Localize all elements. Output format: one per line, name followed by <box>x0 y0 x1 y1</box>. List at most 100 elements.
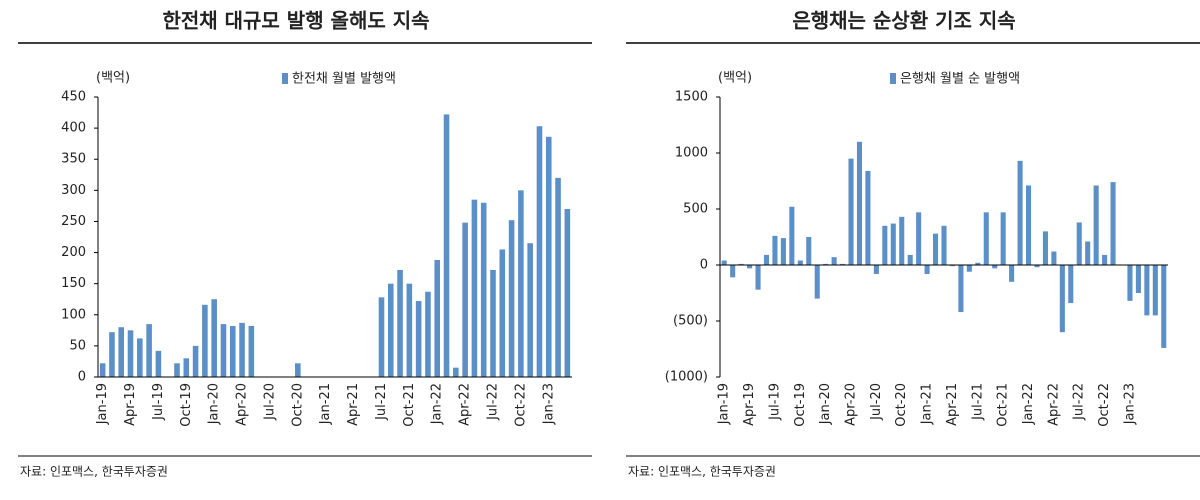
bar <box>856 141 863 265</box>
bar <box>789 206 795 265</box>
bar <box>229 325 236 377</box>
bar <box>174 363 180 377</box>
x-tick-label: Jul-21 <box>970 383 985 421</box>
bar <box>490 269 496 377</box>
x-tick-label: Oct-19 <box>793 383 808 427</box>
bar <box>137 338 143 377</box>
bar <box>958 265 964 313</box>
x-tick-label: Jan-22 <box>430 383 445 425</box>
bar <box>295 363 301 377</box>
bar <box>443 114 450 377</box>
bar <box>916 212 922 265</box>
bar <box>1076 222 1082 265</box>
legend-label: 은행채 월별 순 발행액 <box>900 71 1020 87</box>
x-tick-label: Jan-20 <box>207 383 222 425</box>
bar <box>499 249 506 377</box>
y-tick-label: 350 <box>61 152 86 167</box>
x-tick-label: Oct-22 <box>513 383 528 427</box>
y-tick-label: 500 <box>683 202 708 217</box>
bar <box>1042 231 1048 265</box>
chart-title: 한전채 대규모 발행 올해도 지속 <box>162 9 429 33</box>
bar <box>738 263 744 265</box>
bar <box>823 263 829 265</box>
x-tick-label: Oct-19 <box>179 383 194 427</box>
bar <box>1152 265 1158 316</box>
bar <box>406 283 413 377</box>
bar <box>471 199 478 377</box>
bar <box>564 209 571 377</box>
bar <box>387 283 394 377</box>
bar <box>462 222 468 377</box>
bar <box>434 260 441 377</box>
x-tick-label: Jan-19 <box>717 383 732 425</box>
bar <box>882 225 888 265</box>
bar <box>378 297 385 377</box>
y-tick-label: 450 <box>61 90 86 105</box>
x-tick-label: Jan-22 <box>1021 383 1036 425</box>
bar <box>183 358 190 377</box>
bar <box>1110 182 1116 265</box>
legend-label: 한전채 월별 발행액 <box>292 71 396 87</box>
bar <box>755 265 761 290</box>
bar <box>975 262 981 265</box>
bar <box>127 330 134 377</box>
bar <box>730 265 736 278</box>
x-tick-label: Jan-23 <box>1122 383 1137 425</box>
bar <box>1009 265 1015 282</box>
y-tick-label: 0 <box>78 370 86 385</box>
x-tick-label: Jan-20 <box>818 383 833 425</box>
x-tick-label: Apr-19 <box>742 383 757 426</box>
bar <box>1051 251 1057 265</box>
bar <box>907 254 913 265</box>
bar <box>924 265 930 274</box>
bar <box>1161 265 1167 348</box>
x-tick-label: Jan-21 <box>920 383 935 425</box>
bar <box>890 223 896 265</box>
bar <box>873 265 879 274</box>
bar <box>1034 265 1040 268</box>
bar <box>933 233 939 265</box>
y-tick-label: 1000 <box>675 146 708 161</box>
y-tick-label: 250 <box>61 214 86 229</box>
bar <box>949 265 955 267</box>
bar <box>840 263 846 265</box>
bar <box>1093 185 1099 265</box>
bar <box>118 327 125 377</box>
bar <box>425 291 431 377</box>
x-tick-label: Oct-20 <box>290 383 305 427</box>
chart-title: 은행채는 순상환 기조 지속 <box>792 9 1015 33</box>
x-tick-label: Jul-20 <box>262 383 277 421</box>
bar <box>555 177 561 377</box>
bar <box>527 243 533 377</box>
unit-label: (백억) <box>718 71 752 86</box>
legend-swatch <box>890 73 896 84</box>
y-tick-label: 150 <box>61 276 86 291</box>
bar <box>480 202 487 377</box>
x-tick-label: Oct-20 <box>894 383 909 427</box>
x-tick-label: Apr-21 <box>945 383 960 426</box>
bar <box>966 265 972 272</box>
bar <box>545 136 552 377</box>
bar <box>1085 241 1091 265</box>
bar <box>1059 265 1065 333</box>
x-tick-label: Apr-22 <box>1046 383 1061 426</box>
y-tick-label: 200 <box>61 245 86 260</box>
bar <box>1144 265 1150 316</box>
x-tick-label: Apr-20 <box>844 383 859 426</box>
bar <box>109 332 115 377</box>
bar <box>780 238 786 265</box>
x-tick-label: Jul-19 <box>151 383 166 421</box>
x-tick-label: Apr-21 <box>346 383 361 426</box>
bar <box>983 212 989 265</box>
bar <box>1068 265 1074 304</box>
bar <box>831 257 837 265</box>
bar <box>239 322 245 377</box>
x-tick-label: Jan-23 <box>541 383 556 425</box>
bar <box>536 126 543 377</box>
bar <box>1000 212 1006 265</box>
x-tick-label: Oct-21 <box>402 383 417 427</box>
y-tick-label: (500) <box>673 314 708 329</box>
bar <box>146 324 152 377</box>
x-tick-label: Oct-22 <box>1097 383 1112 427</box>
